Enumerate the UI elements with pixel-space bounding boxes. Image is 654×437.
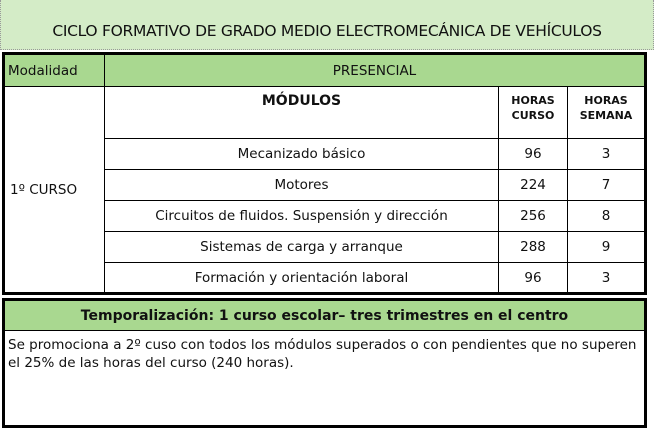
horas-semana: 3 — [567, 138, 646, 170]
header-text: CURSO — [511, 109, 555, 122]
table-row: Formación y orientación laboral 96 3 — [4, 262, 646, 294]
horas-semana: 7 — [567, 169, 646, 201]
course-label: 1º CURSO — [3, 86, 105, 294]
temporalizacion-heading: Temporalización: 1 curso escolar– tres t… — [3, 299, 646, 331]
horas-semana: 3 — [567, 262, 646, 294]
document-title-band: CICLO FORMATIVO DE GRADO MEDIO ELECTROME… — [0, 0, 654, 50]
header-text: SEMANA — [579, 109, 633, 122]
horas-curso: 96 — [498, 262, 568, 294]
module-name: Circuitos de fluidos. Suspensión y direc… — [104, 200, 499, 232]
table-row: Mecanizado básico 96 3 — [4, 138, 646, 170]
module-name: Sistemas de carga y arranque — [104, 231, 499, 263]
header-modulos: MÓDULOS — [104, 86, 499, 139]
horas-semana: 8 — [567, 200, 646, 232]
horas-curso: 256 — [498, 200, 568, 232]
module-name: Formación y orientación laboral — [104, 262, 499, 294]
header-text: HORAS — [511, 94, 555, 107]
modalidad-row: Modalidad PRESENCIAL — [3, 53, 646, 87]
table-row: Sistemas de carga y arranque 288 9 — [4, 231, 646, 263]
horas-semana: 9 — [567, 231, 646, 263]
header-row: 1º CURSO MÓDULOS HORAS CURSO HORAS SEMANA — [3, 86, 646, 294]
temporalizacion-table: Temporalización: 1 curso escolar– tres t… — [2, 298, 647, 428]
module-name: Mecanizado básico — [104, 138, 499, 170]
modules-table: Modalidad PRESENCIAL 1º CURSO MÓDULOS HO… — [2, 52, 647, 295]
header-text: HORAS — [584, 94, 628, 107]
horas-curso: 224 — [498, 169, 568, 201]
header-horas-curso: HORAS CURSO — [498, 86, 568, 139]
modalidad-value: PRESENCIAL — [104, 53, 646, 87]
document-title: CICLO FORMATIVO DE GRADO MEDIO ELECTROME… — [52, 22, 602, 40]
horas-curso: 288 — [498, 231, 568, 263]
horas-curso: 96 — [498, 138, 568, 170]
module-name: Motores — [104, 169, 499, 201]
table-row: Circuitos de fluidos. Suspensión y direc… — [4, 200, 646, 232]
header-horas-semana: HORAS SEMANA — [567, 86, 646, 139]
temporalizacion-text: Se promociona a 2º cuso con todos los mó… — [3, 330, 646, 427]
modalidad-label: Modalidad — [3, 53, 105, 87]
